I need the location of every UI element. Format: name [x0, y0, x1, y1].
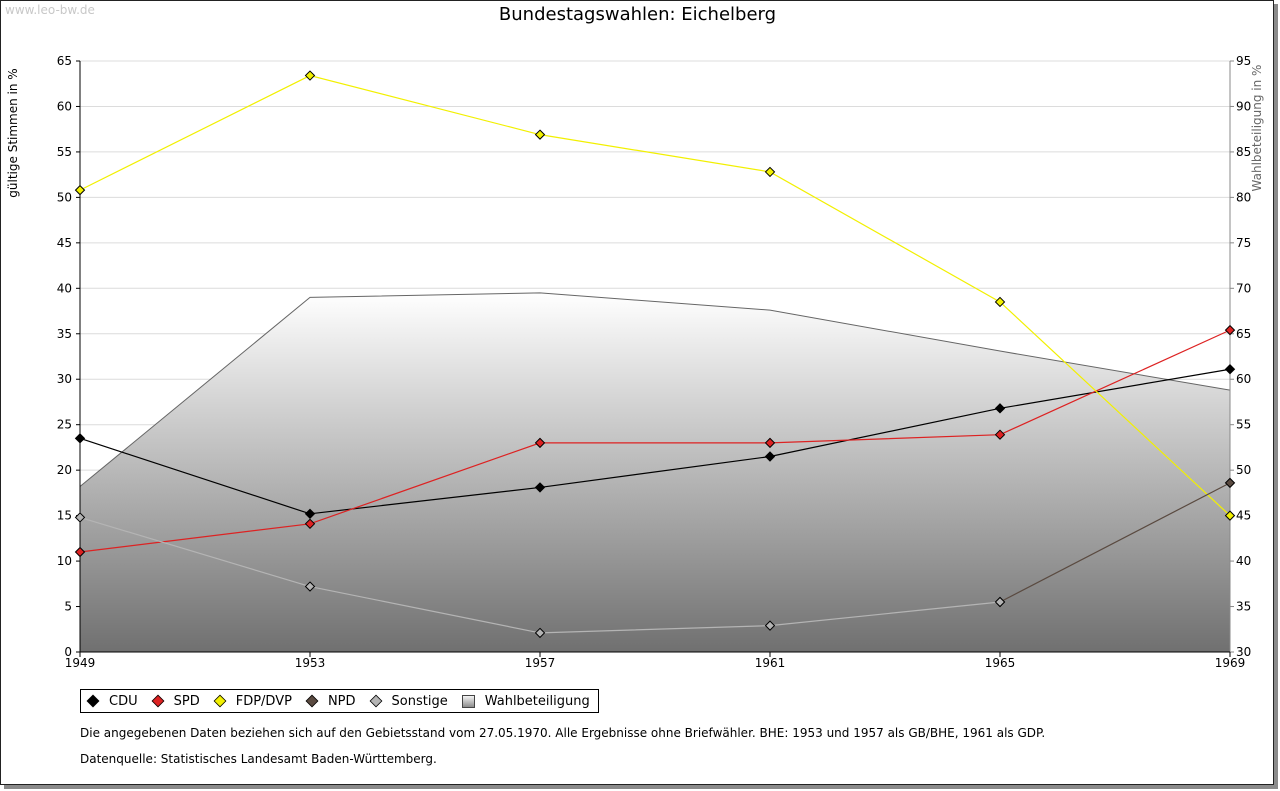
area-swatch-icon	[461, 694, 475, 708]
data-point-fdpdvp[interactable]	[764, 166, 776, 178]
data-point-fdpdvp[interactable]	[1224, 510, 1236, 521]
legend-label: SPD	[173, 693, 200, 709]
diamond-marker-icon	[151, 694, 164, 708]
legend-item-npd[interactable]: NPD	[305, 693, 356, 709]
chart-title: Bundestagswahlen: Eichelberg	[498, 4, 777, 25]
footnote: Die angegebenen Daten beziehen sich auf …	[80, 726, 1046, 740]
y-axis-title: gültige Stimmen in %	[6, 68, 20, 197]
legend-item-fdp-dvp[interactable]: FDP/DVP	[213, 693, 292, 709]
legend-item-spd[interactable]: SPD	[151, 693, 200, 709]
y-tick-label: 40	[57, 281, 72, 295]
x-tick-label: 1965	[985, 656, 1016, 670]
legend: CDU SPD FDP/DVP NPD Sonstige Wahlbeteili…	[80, 689, 599, 713]
data-point-sonstige[interactable]	[994, 596, 1006, 608]
y-tick-label: 30	[57, 372, 72, 386]
data-point-cdu[interactable]	[534, 482, 546, 493]
y-tick-label: 65	[57, 54, 72, 68]
diamond-marker-icon	[86, 694, 100, 708]
diamond-marker-icon	[305, 694, 319, 708]
y2-tick-label: 65	[1236, 327, 1251, 341]
y2-tick-label: 85	[1236, 145, 1251, 159]
y-tick-label: 0	[64, 645, 72, 659]
y2-tick-label: 95	[1236, 54, 1251, 68]
data-point-sonstige[interactable]	[74, 512, 86, 523]
y2-tick-label: 75	[1236, 236, 1251, 250]
data-point-spd[interactable]	[764, 437, 776, 449]
y2-tick-label: 50	[1236, 463, 1251, 477]
y2-tick-label: 70	[1236, 281, 1251, 295]
legend-label: Wahlbeteiligung	[484, 693, 590, 709]
diamond-marker-icon	[213, 694, 227, 708]
data-point-spd[interactable]	[74, 546, 86, 558]
data-point-fdpdvp[interactable]	[304, 70, 316, 81]
series-line-cdu	[79, 368, 1231, 515]
y2-tick-label: 55	[1236, 418, 1251, 432]
legend-item-wahlbeteiligung[interactable]: Wahlbeteiligung	[461, 693, 590, 709]
y-tick-label: 55	[57, 145, 72, 159]
data-source: Datenquelle: Statistisches Landesamt Bad…	[80, 752, 437, 766]
x-tick-label: 1949	[65, 656, 96, 670]
data-point-sonstige[interactable]	[534, 627, 546, 639]
y2-tick-label: 35	[1236, 600, 1251, 614]
series-line-fdpdvp	[79, 74, 1231, 517]
data-point-cdu[interactable]	[764, 451, 776, 462]
y2-tick-label: 90	[1236, 99, 1251, 113]
y-tick-label: 45	[57, 236, 72, 250]
series-line-spd	[79, 329, 1231, 553]
legend-label: CDU	[109, 693, 138, 709]
data-point-cdu[interactable]	[1224, 364, 1236, 375]
watermark: www.leo-bw.de	[5, 3, 95, 17]
data-point-cdu[interactable]	[74, 433, 86, 444]
y-tick-label: 25	[57, 418, 72, 432]
data-point-fdpdvp[interactable]	[534, 129, 546, 140]
y-tick-label: 10	[57, 554, 72, 568]
y-tick-label: 20	[57, 463, 72, 477]
data-point-spd[interactable]	[994, 429, 1006, 440]
x-tick-label: 1961	[755, 656, 786, 670]
y2-tick-label: 30	[1236, 645, 1251, 659]
legend-label: NPD	[327, 693, 356, 709]
y-tick-label: 50	[57, 190, 72, 204]
legend-item-sonstige[interactable]: Sonstige	[369, 693, 448, 709]
legend-item-cdu[interactable]: CDU	[86, 693, 138, 709]
data-point-npd[interactable]	[1224, 477, 1236, 489]
data-point-spd[interactable]	[1224, 324, 1236, 336]
data-point-fdpdvp[interactable]	[74, 184, 86, 196]
y2-tick-label: 80	[1236, 190, 1251, 204]
data-point-spd[interactable]	[304, 518, 316, 530]
y2-tick-label: 45	[1236, 509, 1251, 523]
x-tick-label: 1953	[295, 656, 326, 670]
diamond-marker-icon	[369, 694, 382, 708]
legend-label: FDP/DVP	[235, 693, 292, 709]
turnout-area-outline	[79, 292, 1231, 487]
data-point-sonstige[interactable]	[764, 620, 776, 631]
data-point-cdu[interactable]	[304, 508, 316, 520]
y2-tick-label: 60	[1236, 372, 1251, 386]
x-tick-label: 1969	[1215, 656, 1246, 670]
y-tick-label: 15	[57, 509, 72, 523]
y2-tick-label: 40	[1236, 554, 1251, 568]
y-tick-label: 5	[64, 600, 72, 614]
data-point-sonstige[interactable]	[304, 581, 316, 592]
legend-label: Sonstige	[391, 693, 448, 709]
y2-axis-title: Wahlbeteiligung in %	[1250, 65, 1264, 192]
y-tick-label: 60	[57, 99, 72, 113]
data-point-spd[interactable]	[534, 437, 546, 449]
data-point-cdu[interactable]	[994, 403, 1006, 414]
data-point-fdpdvp[interactable]	[994, 296, 1006, 308]
y-tick-label: 35	[57, 327, 72, 341]
series-line-npd	[999, 482, 1231, 603]
x-tick-label: 1957	[525, 656, 556, 670]
